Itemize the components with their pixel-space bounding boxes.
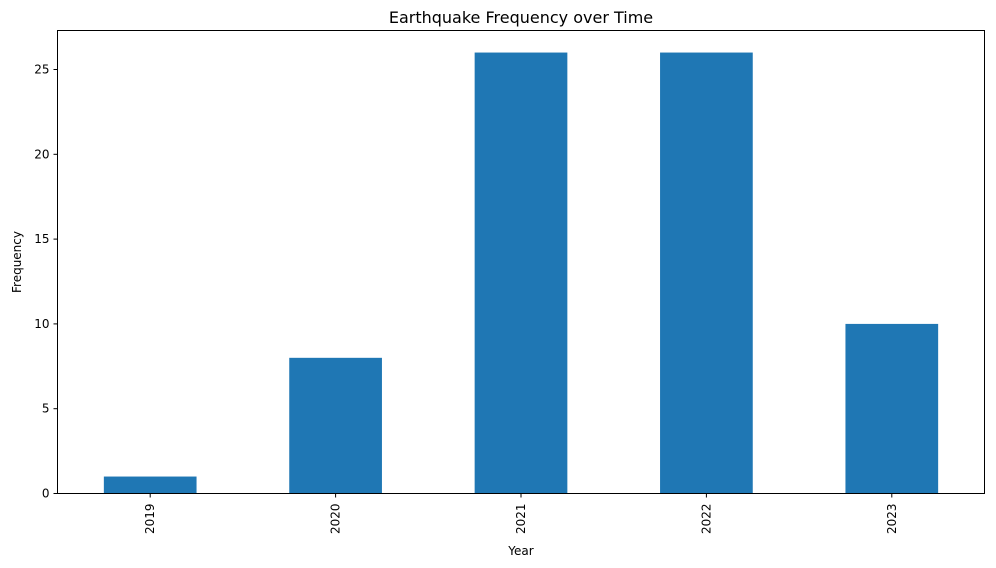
bar-2020 (289, 357, 382, 494)
bar-2021 (474, 52, 568, 494)
y-tick-label-20: 20 (34, 147, 49, 161)
x-tick-label-2019: 2019 (143, 504, 157, 535)
y-tick-label-10: 10 (34, 317, 49, 331)
plot-frame (57, 30, 985, 494)
y-tick-label-25: 25 (34, 63, 49, 77)
bar-2023 (845, 323, 939, 494)
x-tick-label-2023: 2023 (885, 504, 899, 535)
x-axis-ticks: 2019 2020 2021 2022 2023 (143, 493, 899, 535)
y-tick-label-5: 5 (42, 402, 50, 416)
y-axis-ticks: 0 5 10 15 20 25 (34, 63, 58, 501)
x-tick-label-2020: 2020 (329, 504, 343, 535)
y-tick-label-0: 0 (42, 487, 50, 501)
bar-2019 (103, 476, 197, 494)
y-axis-label: Frequency (10, 231, 24, 293)
bars-group (103, 52, 939, 494)
x-axis-label: Year (507, 544, 533, 558)
y-tick-label-15: 15 (34, 232, 49, 246)
bar-2022 (660, 52, 753, 494)
x-tick-label-2022: 2022 (699, 504, 713, 535)
x-tick-label-2021: 2021 (514, 504, 528, 535)
chart-title: Earthquake Frequency over Time (389, 8, 653, 27)
